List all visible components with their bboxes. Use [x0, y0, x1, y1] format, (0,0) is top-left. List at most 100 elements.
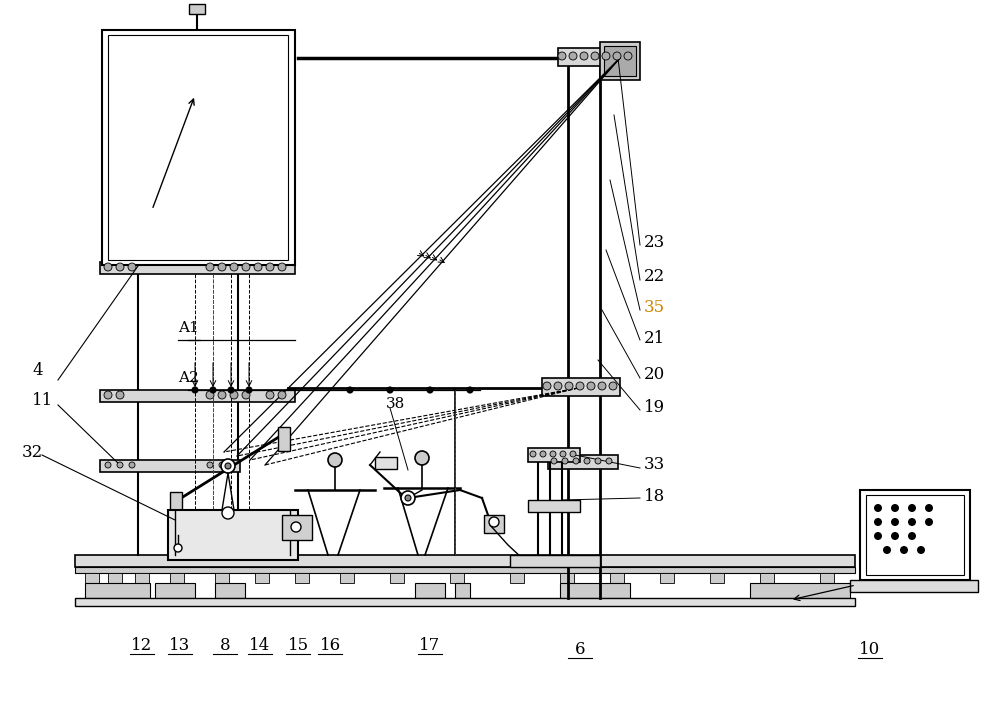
Circle shape: [105, 462, 111, 468]
Circle shape: [116, 391, 124, 399]
Circle shape: [874, 504, 882, 512]
Bar: [108, 573, 122, 583]
Circle shape: [222, 507, 234, 519]
Bar: [170, 492, 182, 516]
Bar: [604, 46, 636, 76]
Text: 32: 32: [22, 443, 43, 461]
Text: 22: 22: [644, 268, 665, 284]
Circle shape: [891, 518, 899, 526]
Bar: [484, 515, 504, 533]
Circle shape: [624, 52, 632, 60]
Text: 20: 20: [644, 366, 665, 383]
Circle shape: [192, 387, 198, 393]
Circle shape: [219, 462, 225, 468]
Circle shape: [116, 263, 124, 271]
Circle shape: [883, 546, 891, 554]
Bar: [295, 573, 309, 583]
Circle shape: [917, 546, 925, 554]
Circle shape: [573, 458, 579, 464]
Bar: [610, 573, 624, 583]
Bar: [255, 573, 269, 583]
Bar: [548, 455, 618, 469]
Circle shape: [925, 518, 933, 526]
Bar: [135, 573, 149, 583]
Circle shape: [584, 458, 590, 464]
Circle shape: [467, 387, 473, 393]
Bar: [75, 567, 855, 573]
Bar: [100, 390, 295, 402]
Bar: [108, 35, 288, 260]
Circle shape: [565, 382, 573, 390]
Circle shape: [560, 451, 566, 457]
Bar: [375, 457, 397, 469]
Text: 16: 16: [319, 638, 341, 655]
Bar: [710, 573, 724, 583]
Circle shape: [328, 453, 342, 467]
Text: 18: 18: [644, 488, 665, 505]
Circle shape: [104, 263, 112, 271]
Circle shape: [401, 491, 415, 505]
Circle shape: [551, 458, 557, 464]
Circle shape: [347, 387, 353, 393]
Bar: [542, 378, 620, 396]
Text: 17: 17: [419, 638, 441, 655]
Circle shape: [266, 391, 274, 399]
Text: A1: A1: [178, 321, 199, 335]
Circle shape: [230, 391, 238, 399]
Circle shape: [278, 391, 286, 399]
Bar: [860, 490, 970, 580]
Text: 33: 33: [644, 456, 665, 473]
Circle shape: [228, 387, 234, 393]
Bar: [660, 573, 674, 583]
Circle shape: [554, 382, 562, 390]
Bar: [189, 4, 205, 14]
Circle shape: [540, 451, 546, 457]
Bar: [390, 573, 404, 583]
Circle shape: [606, 458, 612, 464]
Bar: [866, 495, 964, 575]
Circle shape: [129, 462, 135, 468]
Circle shape: [128, 263, 136, 271]
Circle shape: [254, 263, 262, 271]
Circle shape: [558, 52, 566, 60]
Text: 14: 14: [249, 638, 271, 655]
Circle shape: [874, 518, 882, 526]
Circle shape: [207, 462, 213, 468]
Text: 19: 19: [644, 398, 665, 416]
Bar: [100, 262, 295, 274]
Text: 10: 10: [859, 641, 881, 658]
Circle shape: [609, 382, 617, 390]
Bar: [560, 573, 574, 583]
Bar: [170, 573, 184, 583]
Circle shape: [891, 532, 899, 540]
Text: 6: 6: [575, 641, 585, 658]
Circle shape: [427, 387, 433, 393]
Circle shape: [874, 532, 882, 540]
Bar: [215, 583, 245, 598]
Circle shape: [225, 463, 231, 469]
Text: 11: 11: [32, 391, 53, 408]
Circle shape: [218, 263, 226, 271]
Bar: [278, 427, 290, 451]
Circle shape: [291, 522, 301, 532]
Text: 13: 13: [169, 638, 191, 655]
Bar: [102, 30, 295, 265]
Bar: [760, 573, 774, 583]
Text: 23: 23: [644, 233, 665, 251]
Bar: [510, 573, 524, 583]
Bar: [850, 580, 978, 592]
Bar: [340, 573, 354, 583]
Circle shape: [602, 52, 610, 60]
Circle shape: [278, 263, 286, 271]
Circle shape: [908, 532, 916, 540]
Bar: [528, 500, 580, 512]
Bar: [528, 448, 580, 462]
Bar: [282, 515, 312, 540]
Circle shape: [550, 451, 556, 457]
Circle shape: [206, 391, 214, 399]
Bar: [75, 598, 855, 606]
Bar: [558, 48, 638, 66]
Circle shape: [595, 458, 601, 464]
Circle shape: [570, 451, 576, 457]
Circle shape: [591, 52, 599, 60]
